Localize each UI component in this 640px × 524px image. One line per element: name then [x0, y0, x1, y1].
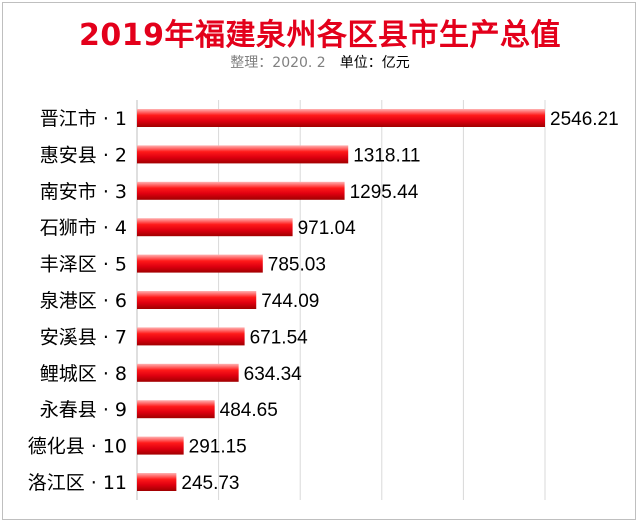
value-label: 1318.11 — [353, 145, 420, 166]
bar — [137, 436, 184, 455]
category-label: 石狮市 · 4 — [40, 217, 127, 239]
bar — [137, 145, 349, 164]
chart-title: 2019年福建泉州各区县市生产总值 — [79, 18, 561, 53]
category-label: 德化县 · 10 — [28, 436, 127, 458]
value-label: 1295.44 — [350, 182, 419, 203]
category-label: 惠安县 · 2 — [40, 144, 127, 166]
value-label: 971.04 — [298, 218, 357, 239]
value-label: 785.03 — [268, 255, 326, 276]
category-label: 安溪县 · 7 — [40, 326, 127, 348]
category-label: 洛江区 · 11 — [28, 472, 127, 494]
value-label: 634.34 — [244, 364, 303, 385]
subtitle-unit: 单位：亿元 — [339, 55, 410, 71]
value-label: 2546.21 — [550, 109, 619, 130]
value-label: 744.09 — [261, 291, 319, 312]
category-label: 永春县 · 9 — [40, 399, 127, 421]
category-label: 丰泽区 · 5 — [40, 254, 127, 276]
labels: 晋江市 · 1 2546.21 惠安县 · 2 1318.11 南安市 · 3 1295.… — [28, 108, 619, 494]
chart-subtitle: 整理：2020. 2 单位：亿元 — [0, 52, 640, 72]
category-label: 泉港区 · 6 — [40, 290, 127, 312]
bar — [137, 181, 345, 200]
bar — [137, 109, 545, 127]
category-label: 南安市 · 3 — [40, 181, 127, 203]
value-label: 671.54 — [250, 327, 309, 348]
grid-lines — [136, 100, 546, 500]
chart-frame — [2, 2, 636, 520]
value-label: 245.73 — [181, 473, 239, 494]
bar — [137, 400, 215, 419]
bar — [137, 218, 293, 237]
value-label: 291.15 — [189, 437, 247, 458]
bar — [137, 254, 263, 273]
bar — [137, 363, 239, 382]
subtitle-note: 整理：2020. 2 — [230, 55, 326, 71]
bar — [137, 327, 245, 346]
category-label: 鲤城区 · 8 — [40, 363, 127, 385]
bars — [137, 109, 545, 491]
value-label: 484.65 — [220, 400, 278, 421]
category-label: 晋江市 · 1 — [40, 108, 127, 130]
bar — [137, 473, 177, 491]
bar — [137, 291, 257, 309]
